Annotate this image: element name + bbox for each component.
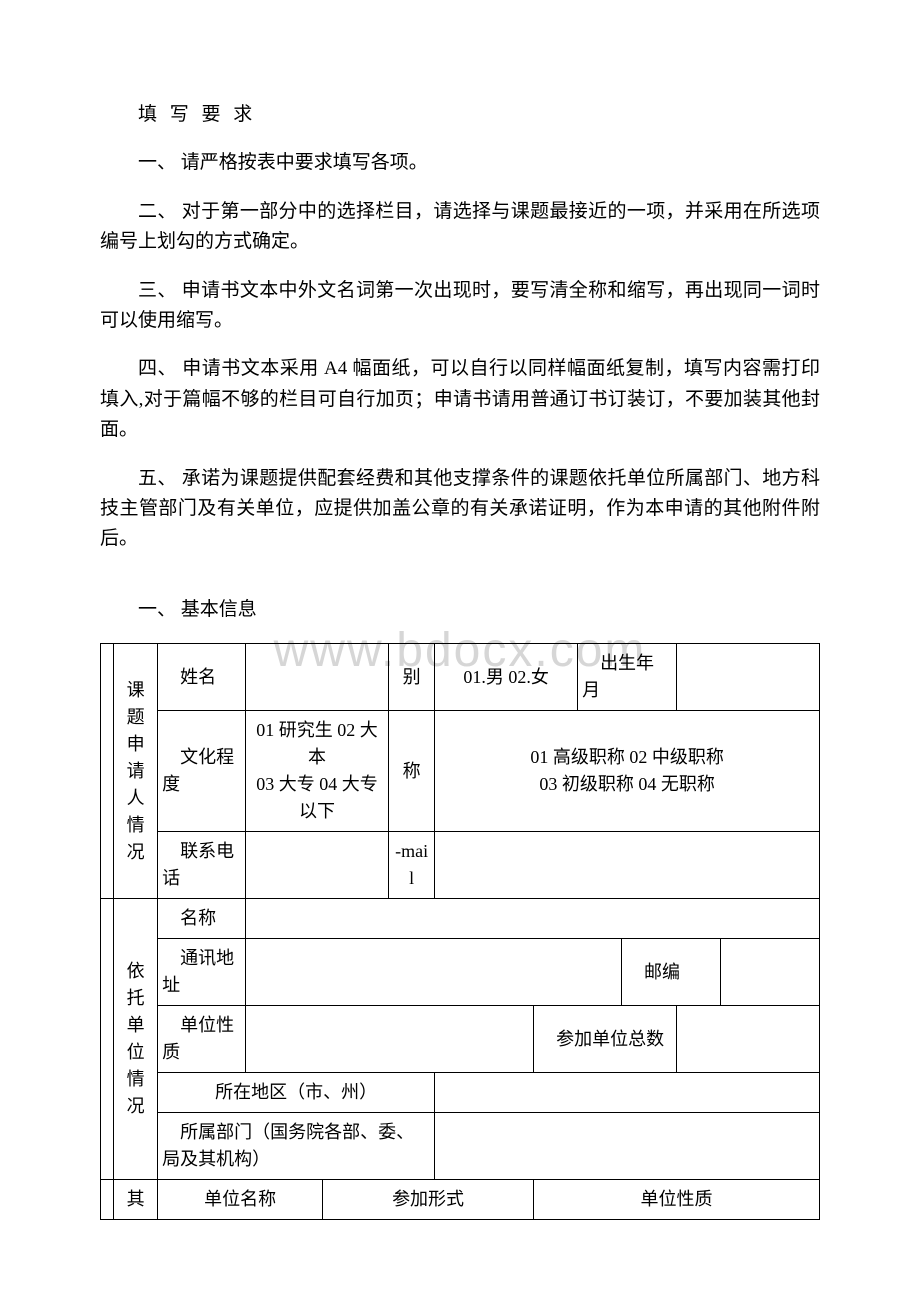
host-spacer [101,899,114,1180]
region-field[interactable] [435,1073,820,1113]
jobtitle-option-line1: 01 高级职称 02 中级职称 [530,747,724,767]
phone-label: 联系电话 [158,832,246,899]
jobtitle-option-line2: 03 初级职称 04 无职称 [539,774,715,794]
jobtitle-options[interactable]: 01 高级职称 02 中级职称 03 初级职称 04 无职称 [435,711,820,832]
other-col-name: 单位名称 [158,1180,323,1220]
requirement-4: 四、 申请书文本采用 A4 幅面纸，可以自行以同样幅面纸复制，填写内容需打印填入… [100,354,820,445]
name-label: 姓名 [158,644,246,711]
host-group-label: 依托单位情况 [114,899,158,1180]
section-basic-info: 一、 基本信息 [100,595,820,625]
nature-field[interactable] [246,1006,534,1073]
total-units-label: 参加单位总数 [534,1006,677,1073]
requirement-1: 一、 请严格按表中要求填写各项。 [100,148,820,178]
applicant-spacer [101,644,114,899]
birth-label: 出生年月 [578,644,677,711]
requirement-2: 二、 对于第一部分中的选择栏目，请选择与课题最接近的一项，并采用在所选项编号上划… [100,197,820,258]
jobtitle-label: 称 [389,711,435,832]
hostname-field[interactable] [246,899,820,939]
postcode-label: 邮编 [622,939,721,1006]
region-label: 所在地区（市、州） [158,1073,435,1113]
requirements-heading: 填 写 要 求 [100,100,820,130]
address-field[interactable] [246,939,622,1006]
other-col-form: 参加形式 [323,1180,534,1220]
phone-field[interactable] [246,832,389,899]
hostname-label: 名称 [158,899,246,939]
requirement-3: 三、 申请书文本中外文名词第一次出现时，要写清全称和缩写，再出现同一词时可以使用… [100,276,820,337]
edu-label: 文化程度 [158,711,246,832]
dept-field[interactable] [435,1113,820,1180]
gender-options[interactable]: 01.男 02.女 [435,644,578,711]
email-label: -mail [389,832,435,899]
address-label: 通讯地址 [158,939,246,1006]
edu-option-line2: 03 大专 04 大专以下 [256,774,378,821]
other-spacer [101,1180,114,1220]
other-col-nature: 单位性质 [534,1180,820,1220]
gender-label: 别 [389,644,435,711]
dept-label: 所属部门（国务院各部、委、局及其机构） [158,1113,435,1180]
requirement-5: 五、 承诺为课题提供配套经费和其他支撑条件的课题依托单位所属部门、地方科技主管部… [100,464,820,555]
email-field[interactable] [435,832,820,899]
applicant-group-label: 课题申请人情况 [114,644,158,899]
edu-options[interactable]: 01 研究生 02 大本 03 大专 04 大专以下 [246,711,389,832]
postcode-field[interactable] [720,939,819,1006]
nature-label: 单位性质 [158,1006,246,1073]
other-group-label: 其 [114,1180,158,1220]
total-units-field[interactable] [677,1006,820,1073]
name-field[interactable] [246,644,389,711]
basic-info-table: 课题申请人情况 姓名 别 01.男 02.女 出生年月 文化程度 01 研究生 … [100,643,820,1220]
edu-option-line1: 01 研究生 02 大本 [256,720,378,767]
birth-field[interactable] [677,644,820,711]
